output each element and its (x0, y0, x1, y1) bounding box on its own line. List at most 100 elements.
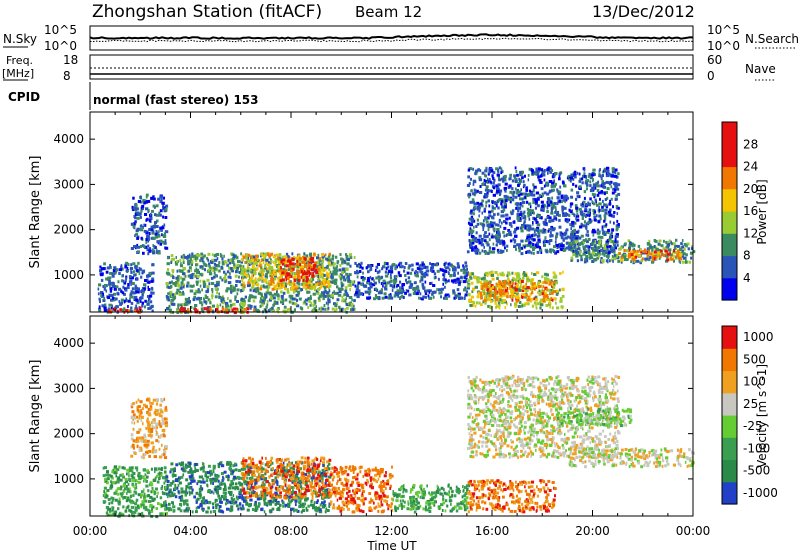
power-cell (463, 288, 467, 292)
power-cell (312, 283, 316, 287)
power-cell (390, 270, 394, 274)
power-cell (164, 230, 169, 234)
power-cell (536, 226, 540, 230)
power-cell (599, 174, 602, 178)
power-cell (512, 220, 516, 224)
power-cell (305, 302, 308, 306)
power-cell (172, 302, 176, 306)
power-cell (101, 267, 105, 271)
power-cell (315, 289, 318, 293)
power-cell (231, 261, 235, 264)
power-cell (291, 297, 295, 301)
power-cell (516, 296, 520, 300)
power-cell (438, 291, 442, 295)
power-cell (230, 303, 233, 307)
power-cell (536, 302, 540, 306)
power-cell (507, 229, 511, 232)
power-cell (570, 245, 573, 249)
power-cell (621, 253, 625, 257)
power-cell (600, 257, 603, 260)
power-cell (604, 211, 608, 215)
power-cell (537, 169, 540, 173)
power-cell (514, 187, 517, 191)
power-cell (535, 219, 538, 223)
velocity-cell (147, 494, 151, 498)
power-cell (191, 263, 193, 267)
power-cell (341, 267, 345, 271)
power-cell (535, 243, 538, 247)
power-cell (388, 280, 391, 284)
power-cell (547, 203, 551, 207)
velocity-cell (111, 482, 113, 486)
power-cell (550, 200, 553, 204)
velocity-cell (147, 426, 151, 429)
power-cell (275, 283, 278, 287)
power-cell (599, 244, 602, 248)
power-cell (326, 280, 330, 283)
power-cell (191, 260, 194, 264)
power-cell (469, 241, 472, 245)
power-cell (140, 209, 143, 213)
power-cell (286, 308, 289, 312)
power-cell (208, 262, 211, 266)
power-cell (129, 267, 134, 270)
power-cell (270, 267, 273, 271)
velocity-cell (115, 468, 120, 472)
power-cell (603, 233, 607, 236)
power-cell (302, 281, 306, 285)
power-cell (485, 166, 488, 170)
power-cell (288, 300, 292, 304)
power-cell (314, 274, 317, 278)
power-cell (479, 222, 482, 226)
power-cell (549, 280, 552, 284)
power-cell (398, 274, 402, 278)
power-cell (459, 276, 463, 280)
power-cell (315, 268, 318, 272)
power-cell (524, 286, 527, 290)
power-cell (457, 292, 461, 296)
power-cell (207, 258, 209, 262)
velocity-cell (135, 486, 138, 490)
power-cell (521, 197, 524, 201)
power-cell (514, 272, 518, 276)
power-cell (242, 281, 245, 285)
power-cell (568, 208, 571, 212)
power-cell (498, 234, 501, 238)
power-cell (591, 230, 595, 234)
power-cell (540, 200, 544, 204)
power-cell (689, 251, 693, 255)
power-cell (179, 308, 182, 312)
power-cell (280, 266, 282, 270)
power-cell (242, 255, 247, 259)
power-cell (546, 192, 550, 196)
power-cell (523, 183, 526, 187)
power-cell (491, 294, 494, 297)
power-cell (571, 258, 574, 262)
power-cell (561, 294, 565, 298)
power-cell (509, 210, 512, 214)
power-cell (619, 246, 623, 250)
power-cell (328, 268, 331, 272)
power-cell (319, 257, 322, 261)
power-cell (632, 250, 636, 254)
power-cell (558, 190, 562, 194)
power-cell (219, 303, 222, 307)
power-cell (148, 228, 151, 231)
power-cell (521, 176, 524, 180)
power-cell (533, 185, 537, 189)
power-cell (657, 254, 660, 258)
power-cell (293, 255, 295, 259)
power-cell (275, 287, 278, 291)
power-cell (535, 202, 538, 206)
power-cell (344, 286, 348, 290)
power-cell (517, 279, 520, 283)
power-cell (202, 260, 205, 264)
velocity-cell (142, 453, 145, 457)
power-cell (569, 202, 574, 206)
power-cell (280, 300, 284, 304)
velocity-cell (140, 419, 143, 423)
power-cell (582, 224, 586, 228)
power-cell (470, 295, 475, 299)
power-cell (384, 295, 388, 299)
power-cell (248, 253, 251, 257)
